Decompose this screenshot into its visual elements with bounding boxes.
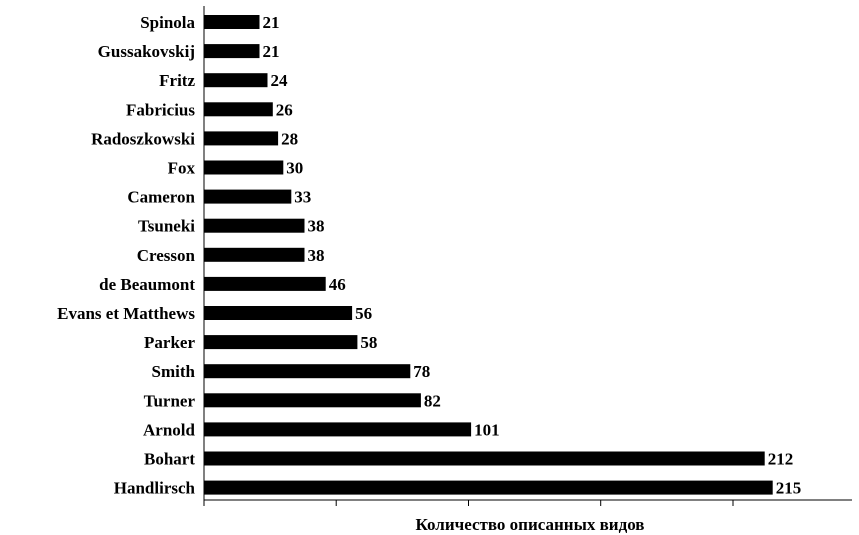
axes — [203, 6, 852, 506]
x-axis-ticks — [335, 500, 734, 506]
value-label: 78 — [413, 362, 430, 381]
category-label: de Beaumont — [99, 275, 195, 294]
value-label: 215 — [776, 479, 802, 498]
bar-turner — [204, 393, 421, 408]
bar-evans-et-matthews — [204, 306, 353, 320]
value-label: 56 — [355, 304, 372, 323]
category-label: Parker — [144, 333, 195, 352]
bars-layer — [204, 15, 773, 495]
category-label: Bohart — [144, 450, 195, 469]
value-label: 30 — [286, 159, 303, 178]
bar-bohart — [204, 451, 765, 466]
value-label: 33 — [294, 188, 311, 207]
bar-radoszkowski — [204, 131, 279, 146]
category-label: Tsuneki — [138, 217, 195, 236]
category-label: Turner — [144, 391, 196, 410]
value-label: 24 — [271, 71, 289, 90]
category-label: Fox — [168, 159, 196, 178]
bar-de-beaumont — [204, 276, 326, 291]
category-labels: Spinola Gussakovskij Fritz Fabricius Radoszk… — [57, 13, 195, 498]
bar-fox — [204, 160, 284, 175]
value-label: 21 — [263, 42, 280, 61]
value-label: 58 — [360, 333, 377, 352]
bar-handlirsch — [204, 480, 773, 495]
category-label: Arnold — [143, 420, 196, 439]
bar-gussakovskij — [204, 44, 260, 59]
value-label: 38 — [308, 246, 325, 265]
category-label: Smith — [152, 362, 196, 381]
value-label: 46 — [329, 275, 346, 294]
category-label: Fritz — [159, 71, 195, 90]
bar-spinola — [204, 15, 260, 29]
value-label: 212 — [768, 450, 794, 469]
category-label: Cameron — [127, 188, 195, 207]
value-label: 101 — [474, 420, 500, 439]
category-label: Spinola — [140, 13, 195, 32]
value-label: 26 — [276, 100, 293, 119]
category-label: Handlirsch — [114, 479, 196, 498]
bar-fritz — [204, 73, 268, 88]
value-label: 38 — [308, 217, 325, 236]
category-label: Fabricius — [126, 100, 195, 119]
bar-smith — [204, 364, 411, 379]
bar-cresson — [204, 247, 305, 262]
value-label: 82 — [424, 391, 441, 410]
value-label: 21 — [263, 13, 280, 32]
bar-cameron — [204, 189, 292, 204]
bar-tsuneki — [204, 218, 305, 233]
category-label: Gussakovskij — [98, 42, 195, 61]
bar-arnold — [204, 422, 472, 437]
x-axis-title: Количество описанных видов — [416, 515, 645, 534]
category-label: Radoszkowski — [91, 129, 195, 148]
bar-parker — [204, 335, 358, 350]
value-label: 28 — [281, 129, 298, 148]
category-label: Cresson — [137, 246, 196, 265]
category-label: Evans et Matthews — [57, 304, 195, 323]
bar-fabricius — [204, 102, 273, 117]
